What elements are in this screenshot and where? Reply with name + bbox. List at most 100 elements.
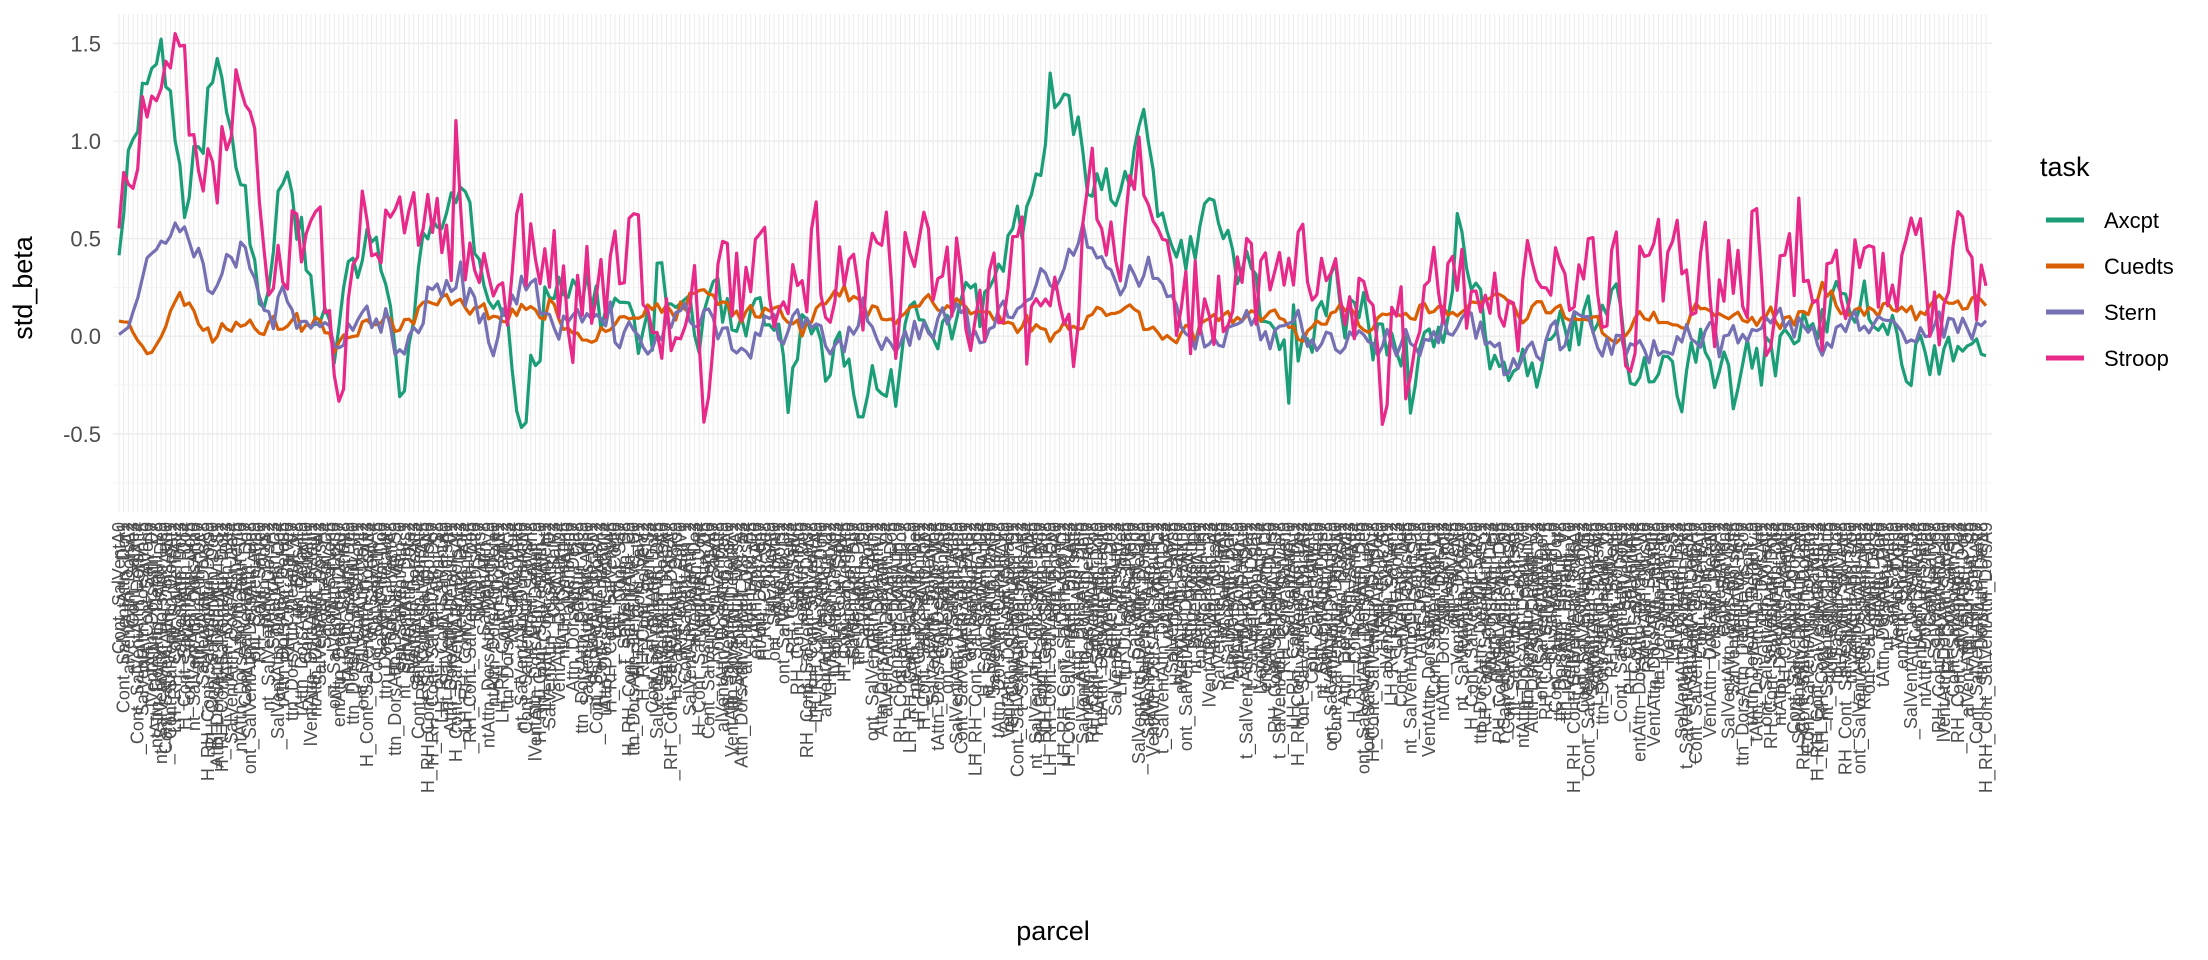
x-tick-label: entAttn_Do8 bbox=[568, 522, 589, 622]
x-tick-label: nt_SalVentAttn_DorsAttn_D6 bbox=[1400, 522, 1421, 754]
x-tick-label: H_Cont_SalVentAt8 bbox=[334, 522, 355, 682]
x-tick-label: H_RH_Cont_SalVentAt8 bbox=[802, 522, 823, 718]
x-tick-label: RH_Cont_Sal3 bbox=[1246, 522, 1267, 642]
x-tick-label: ont_SalVentAtt8 bbox=[708, 522, 729, 651]
x-tick-label: alVentAttn_DorsAttn_D5 bbox=[1957, 522, 1978, 717]
x-tick-label: tAttn_DorsAttn_Default9 bbox=[291, 522, 312, 716]
x-tick-label: lVentAttn_DorsAttn_D7 bbox=[142, 522, 163, 707]
x-tick-label: RH_Cont_SalVentAttn_D2 bbox=[1475, 522, 1496, 733]
x-tick-label: VentAttn_Do5 bbox=[881, 522, 902, 633]
x-tick-label: SalVentAttn_DorsAttn_De0 bbox=[1138, 522, 1159, 739]
x-tick-label: _Cont_SalV3 bbox=[544, 522, 565, 629]
series-line-axcpt bbox=[117, 37, 1987, 430]
x-tick-label: Cont_SalVentAtt0 bbox=[296, 522, 317, 664]
x-tick-label: entAttn_DorsAttn1 bbox=[1892, 522, 1913, 669]
x-tick-label: lVentAttn_DorsAttn_Default_9 bbox=[525, 522, 546, 761]
x-tick-label: entAttn_DorsAttn_9 bbox=[1227, 522, 1248, 679]
x-tick-label: Attn_DorsAttn_Def8 bbox=[1223, 522, 1244, 682]
x-tick-label: _SalVentAttn_8 bbox=[474, 522, 495, 647]
x-tick-label: _Cont_SalVentAttn_DorsAttn1 bbox=[1798, 522, 1819, 765]
x-tick-label: _RH_Cont_SalVentAt6 bbox=[1775, 522, 1796, 706]
x-tick-label: ntAttn_DorsAttn_Default_V9 bbox=[479, 522, 500, 748]
x-tick-label: _SalVentAttn_D2 bbox=[1195, 522, 1216, 660]
x-tick-label: _RH_Cont_SalVentAttn_DorsA0 bbox=[1794, 522, 1815, 781]
x-tick-label: t_SalVentAtt5 bbox=[507, 522, 528, 631]
x-tick-label: entAttn_DorsAttn5 bbox=[1910, 522, 1931, 669]
x-tick-label: VentAttn_DorsAttn_Defau0 bbox=[998, 522, 1019, 738]
x-tick-label: H_Cont_SalVentAttn_Do2 bbox=[914, 522, 935, 730]
x-tick-label: alVentAttn_DorsAttn_Def9 bbox=[713, 522, 734, 732]
x-tick-label: Cont_SalVentAttn_DorsAttn_D2 bbox=[1007, 522, 1028, 777]
x-tick-label: H_RH_Cont_SalVentAttn_Dor2 bbox=[212, 522, 233, 772]
x-tick-label: H_RH_Cont_S3 bbox=[638, 522, 659, 651]
x-tick-label: _SalVentAttn_Dors2 bbox=[399, 522, 420, 685]
x-tick-label: LH_RH_Cont_SalVe2 bbox=[1569, 522, 1590, 696]
x-tick-label: H_Cont_SalVentAt5 bbox=[834, 522, 855, 682]
x-tick-label: RH_Cont_SalVentAttn_5 bbox=[1536, 522, 1557, 720]
x-tick-label: ttn_DorsAttn_Default_Vis_So7 bbox=[1733, 522, 1754, 766]
x-tick-label: _SalVentAttn_DorsA3 bbox=[310, 522, 331, 697]
x-tick-label: tAttn_DorsAt2 bbox=[1429, 522, 1450, 634]
x-tick-label: Cont_SalVentAttn_Do4 bbox=[1391, 522, 1412, 707]
x-tick-label: lVentAttn_Dor4 bbox=[502, 522, 523, 643]
x-tick-label: lVentAttn_DorsAttn_Defaul1 bbox=[301, 522, 322, 746]
x-tick-label: tAttn_DorsAttn_Default_9 bbox=[1742, 522, 1763, 726]
x-tick-label: tAttn_DorsAttn_Default_Vi0 bbox=[1747, 522, 1768, 742]
x-tick-label: LH_RH_Cont_SalVe2 bbox=[820, 522, 841, 696]
x-tick-label: H_RH_Cont_SalVentAttn_Do7 bbox=[423, 522, 444, 766]
x-tick-label: _RH_Cont_SalVentAttn_Do3 bbox=[1948, 522, 1969, 754]
x-tick-label: RH_Cont_Sal9 bbox=[1695, 522, 1716, 642]
x-tick-label: H_RH_Cont_SalVentAttn_DorsA6 bbox=[418, 522, 439, 793]
x-tick-label: _SalVentAttn_DorsAttn_D3 bbox=[1901, 522, 1922, 740]
x-tick-label: H_RH_Cont_S6 bbox=[1962, 522, 1983, 651]
x-tick-label: _SalVentAttn_Do1 bbox=[1096, 522, 1117, 670]
x-tick-label: Cont_SalVentAttn_DorsA7 bbox=[1499, 522, 1520, 734]
x-tick-label: t_SalVentAt4 bbox=[1298, 522, 1319, 626]
x-tick-label: H_RH_Cont_Sa8 bbox=[755, 522, 776, 661]
x-tick-label: ont_SalVentAttn_DorsAttn_7 bbox=[1358, 522, 1379, 751]
x-tick-label: SalVentAttn_Do2 bbox=[1101, 522, 1122, 659]
y-axis-title: std_beta bbox=[8, 235, 38, 340]
x-tick-label: t_SalVentAttn_Do7 bbox=[1124, 522, 1145, 674]
x-tick-label: SalVentAttn_DorsAttn_D2 bbox=[539, 522, 560, 729]
x-tick-label: RH_Cont_SalVentAttn_D9 bbox=[1929, 522, 1950, 733]
x-tick-label: alVentAttn_DorsAtt3 bbox=[404, 522, 425, 684]
x-tick-label: _SalVentAttn_D4 bbox=[315, 522, 336, 660]
x-tick-label: VentAttn_Dor6 bbox=[1728, 522, 1749, 639]
x-tick-label: ntAttn_DorsAttn_Default_V0 bbox=[1513, 522, 1534, 748]
x-tick-label: Cont_SalVentA3 bbox=[919, 522, 940, 654]
x-tick-label: LH_RH_Cont_SalVentAttn_Do3 bbox=[965, 522, 986, 776]
x-tick-label: ttn_DorsAttn_De7 bbox=[189, 522, 210, 665]
x-tick-label: nt_SalVentAttn_Do0 bbox=[1840, 522, 1861, 684]
x-tick-label: ntAttn_DorsAttn_Defa0 bbox=[483, 522, 504, 707]
x-tick-label: ntAttn_Dors5 bbox=[1864, 522, 1885, 627]
x-tick-label: _RH_Cont_SalVe7 bbox=[703, 522, 724, 674]
x-tick-label: lVentAttn_Dor3 bbox=[451, 522, 472, 643]
x-tick-label: _SalVentAttn_DorsAttn_De4 bbox=[268, 522, 289, 750]
x-tick-label: _RH_Cont_SalV4 bbox=[783, 522, 804, 665]
x-tick-label: VentAttn_Dor9 bbox=[1368, 522, 1389, 639]
x-tick-label: H_RH_Cont_SalVe6 bbox=[1167, 522, 1188, 686]
x-tick-label: entAttn_DorsAtt6 bbox=[745, 522, 766, 659]
x-tick-label: ont_SalVentAttn_0 bbox=[390, 522, 411, 671]
x-tick-label: t_SalVentAttn_DorsAttn_Def1 bbox=[1237, 522, 1258, 759]
x-tick-label: H_Cont_SalVentAttn_DorsAtt3 bbox=[357, 522, 378, 767]
x-tick-label: t_SalVentAttn_Dors6 bbox=[1260, 522, 1281, 689]
x-tick-label: Cont_SalVentAttn_DorsAt1 bbox=[160, 522, 181, 739]
x-tick-label: RH_Cont_SalVen6 bbox=[1307, 522, 1328, 673]
x-tick-label: nt_SalVentAttn_6 bbox=[1541, 522, 1562, 661]
x-tick-label: t_SalVentAttn_DorsAttn_De3 bbox=[1152, 522, 1173, 754]
legend: task Axcpt Cuedts Stern Stroop bbox=[2040, 152, 2174, 371]
x-tick-label: H_Cont_SalVentAttn_3 bbox=[591, 522, 612, 707]
x-tick-label: VentAttn_DorsAttn_Default_1 bbox=[1143, 522, 1164, 757]
x-tick-label: Attn_DorsAttn_Def5 bbox=[1068, 522, 1089, 682]
x-tick-label: ntAttn_DorsAttn_D4 bbox=[1485, 522, 1506, 682]
legend-label-axcpt: Axcpt bbox=[2104, 208, 2159, 233]
y-tick-label: 0.0 bbox=[70, 324, 101, 349]
x-tick-label: tAttn_DorsAttn_Default_V8 bbox=[989, 522, 1010, 738]
x-tick-label: VentAttn_DorsAt6 bbox=[1447, 522, 1468, 665]
x-tick-label: entAttn_DorsAttn_8 bbox=[895, 522, 916, 679]
y-axis: -0.5 0.0 0.5 1.0 1.5 bbox=[63, 31, 101, 447]
x-tick-label: nt_SalVentAttn_DorsA0 bbox=[437, 522, 458, 711]
x-tick-label: _Cont_SalVentAttn_Dor3 bbox=[1574, 522, 1595, 724]
